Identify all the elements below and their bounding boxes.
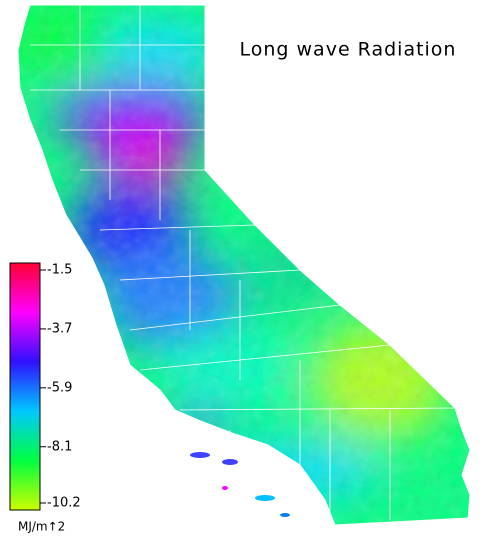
state-outline: [17, 4, 471, 526]
map-title: Long wave Radiation: [240, 39, 457, 61]
colorbar-tick-label: -5.9: [47, 380, 72, 395]
colorbar-tick-label: -8.1: [47, 439, 72, 454]
colorbar: [9, 262, 41, 511]
colorbar-tick-label: -3.7: [47, 321, 72, 336]
colorbar-tick-label: -10.2: [47, 496, 81, 511]
colorbar-unit: MJ/m↑2: [18, 520, 65, 534]
colorbar-tick-label: -1.5: [47, 263, 72, 278]
islands: [190, 452, 290, 517]
